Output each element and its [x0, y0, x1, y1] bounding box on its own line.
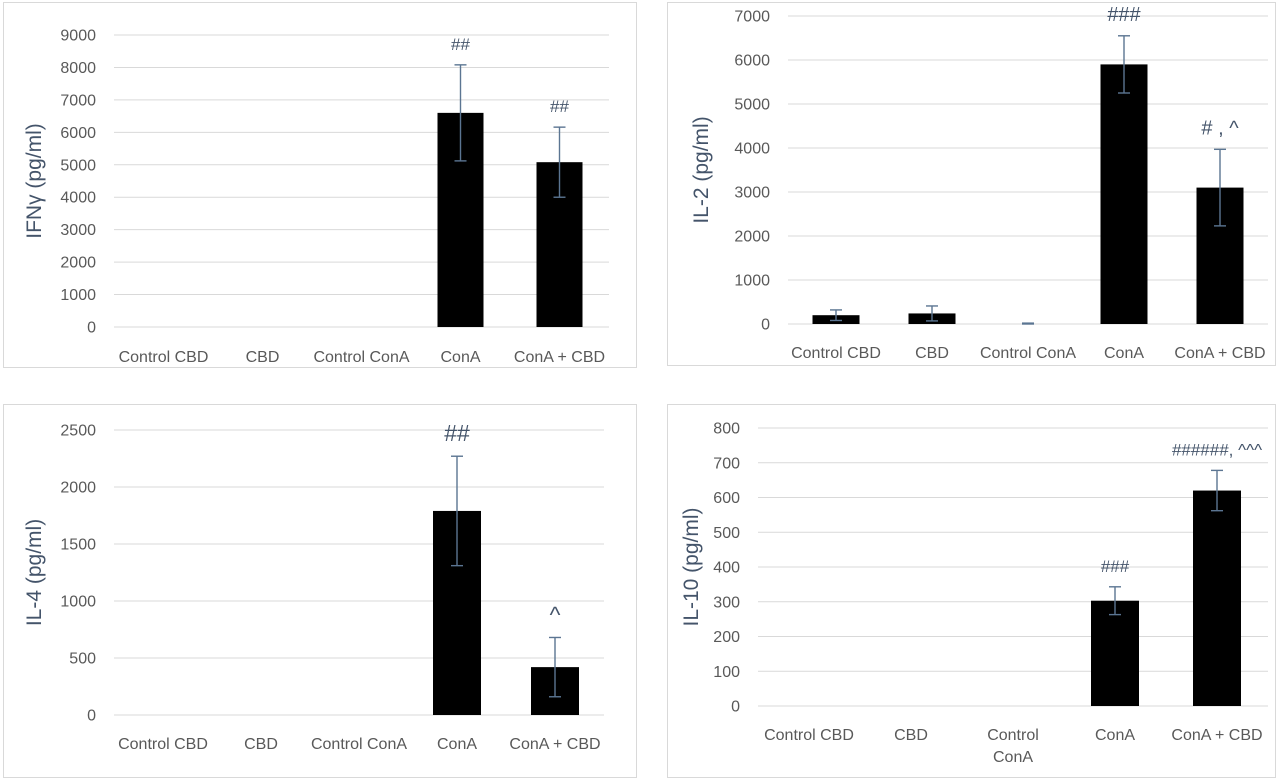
- il4-chart: 0 500 1000 1500 2000 2500 IL-4 (pg/ml) Control …: [23, 420, 604, 753]
- x-category-label: CBD: [244, 736, 278, 753]
- y-tick-label: 2500: [60, 423, 96, 440]
- y-tick-label: 400: [713, 560, 740, 577]
- y-tick-label: 4000: [734, 141, 770, 158]
- significance-label: # , ^: [1201, 117, 1239, 139]
- x-category-label: Control ConA: [980, 345, 1076, 362]
- significance-label: ##: [550, 97, 569, 116]
- x-category-label: CBD: [894, 727, 928, 744]
- error-bar: [454, 64, 467, 162]
- error-bar: [451, 455, 463, 567]
- error-bar: [1109, 586, 1121, 616]
- y-tick-label: 3000: [60, 222, 96, 239]
- il2-chart: 0 1000 2000 3000 4000 5000 6000 7000 IL-2 (pg/ml…: [690, 4, 1268, 362]
- il4-chart-panel: 0 500 1000 1500 2000 2500 IL-4 (pg/ml) Control …: [3, 404, 637, 778]
- x-category-label: ConA: [437, 736, 477, 753]
- y-axis-label: IL-4 (pg/ml): [23, 519, 46, 626]
- significance-label: ^: [550, 601, 561, 627]
- y-tick-label: 0: [761, 317, 770, 334]
- significance-label: ###: [1101, 557, 1130, 576]
- y-tick-label: 8000: [60, 60, 96, 77]
- il10-chart: 0 100 200 300 400 500 600 700 800 IL-10 (pg/ml) Co…: [680, 421, 1268, 766]
- y-tick-label: 300: [713, 594, 740, 611]
- bar: [1100, 64, 1148, 325]
- error-bar: [1214, 148, 1226, 227]
- error-bar: [1022, 322, 1034, 325]
- y-axis-label: IFNγ (pg/ml): [23, 123, 46, 239]
- error-bar: [830, 309, 842, 322]
- y-tick-label: 500: [69, 651, 96, 668]
- y-tick-label: 1000: [734, 273, 770, 290]
- x-category-label: Control CBD: [764, 727, 854, 744]
- x-category-label: CBD: [915, 345, 949, 362]
- error-bar: [1211, 469, 1223, 512]
- y-tick-label: 700: [713, 455, 740, 472]
- significance-label: ######, ^^^: [1172, 440, 1262, 459]
- y-tick-label: 800: [713, 421, 740, 438]
- y-tick-label: 1000: [60, 594, 96, 611]
- y-tick-label: 2000: [60, 480, 96, 497]
- y-tick-label: 5000: [60, 157, 96, 174]
- x-category-label: Control ConA: [311, 736, 407, 753]
- y-tick-label: 9000: [60, 28, 96, 45]
- il10-chart-panel: 0 100 200 300 400 500 600 700 800 IL-10 (pg/ml) Co…: [667, 404, 1276, 778]
- y-tick-label: 3000: [734, 185, 770, 202]
- x-category-label: ConA: [440, 349, 480, 366]
- y-tick-label: 1500: [60, 537, 96, 554]
- x-category-label: ConA + CBD: [509, 736, 600, 753]
- y-tick-label: 6000: [734, 53, 770, 70]
- il2-chart-panel: 0 1000 2000 3000 4000 5000 6000 7000 IL-2 (pg/ml…: [667, 2, 1276, 366]
- significance-label: ##: [451, 35, 470, 54]
- y-tick-label: 2000: [734, 229, 770, 246]
- y-tick-label: 2000: [60, 255, 96, 272]
- error-bar: [1118, 35, 1130, 94]
- y-tick-label: 7000: [60, 92, 96, 109]
- significance-label: ###: [1107, 4, 1141, 26]
- y-tick-label: 1000: [60, 287, 96, 304]
- x-category-label: Control CBD: [118, 736, 208, 753]
- ifng-chart: 0 1000 2000 3000 4000 5000 6000 7000 8000 9000 IFN…: [23, 28, 609, 366]
- x-category-label: Control CBD: [119, 349, 209, 366]
- y-tick-label: 500: [713, 525, 740, 542]
- error-bar: [549, 636, 561, 698]
- y-tick-label: 7000: [734, 9, 770, 26]
- x-category-label: Control ConA: [313, 349, 409, 366]
- x-category-label: ConA: [1104, 345, 1144, 362]
- y-tick-label: 0: [87, 320, 96, 337]
- y-tick-label: 6000: [60, 125, 96, 142]
- significance-label: ##: [444, 420, 470, 446]
- y-tick-label: 200: [713, 629, 740, 646]
- y-tick-label: 0: [87, 708, 96, 725]
- y-axis-label: IL-10 (pg/ml): [680, 507, 703, 626]
- error-bar: [926, 305, 938, 322]
- y-tick-label: 100: [713, 664, 740, 681]
- y-tick-label: 0: [731, 699, 740, 716]
- x-category-label: ConA: [1095, 727, 1135, 744]
- x-category-label: Control CBD: [791, 345, 881, 362]
- y-tick-label: 4000: [60, 190, 96, 207]
- y-tick-label: 600: [713, 490, 740, 507]
- error-bar: [553, 126, 566, 198]
- bar: [1091, 600, 1139, 706]
- x-category-label: ConA + CBD: [1171, 727, 1262, 744]
- y-tick-label: 5000: [734, 97, 770, 114]
- bar: [1193, 490, 1241, 706]
- y-axis-label: IL-2 (pg/ml): [690, 116, 713, 223]
- x-category-label: ConA + CBD: [514, 349, 605, 366]
- x-category-label: CBD: [246, 349, 280, 366]
- ifng-chart-panel: 0 1000 2000 3000 4000 5000 6000 7000 8000 9000 IFN…: [3, 2, 637, 368]
- x-category-label: ConA + CBD: [1174, 345, 1265, 362]
- x-category-label: Control ConA: [987, 727, 1039, 766]
